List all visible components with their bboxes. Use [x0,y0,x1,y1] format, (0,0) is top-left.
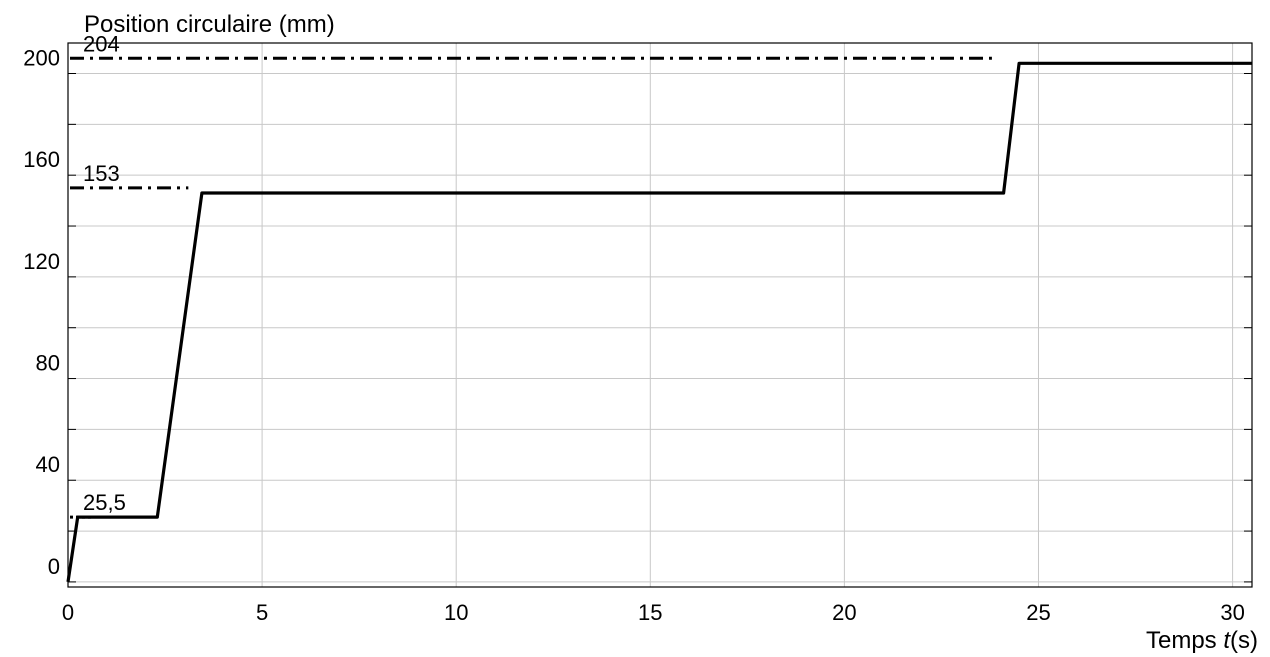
reference-label: 25,5 [83,490,126,515]
reference-label: 153 [83,161,120,186]
y-axis-title: Position circulaire (mm) [84,11,335,38]
x-tick-label: 15 [638,600,662,625]
plot-frame [67,42,1253,588]
x-tick-label: 0 [62,600,74,625]
grid-lines [68,43,1252,587]
x-tick-label: 20 [832,600,856,625]
x-tick-labels: 0 5 10 15 20 25 30 [62,600,1245,625]
y-tick-label: 120 [23,249,60,274]
reference-lines: 25,5 153 204 [70,31,992,519]
y-tick-label: 80 [36,351,60,376]
position-series-line [66,61,1252,583]
x-tick-label: 10 [444,600,468,625]
reference-label: 204 [83,31,120,56]
x-axis-title: Temps t(s) [1146,627,1258,654]
y-tick-label: 40 [36,452,60,477]
y-tick-label: 0 [48,554,60,579]
x-tick-label: 30 [1220,600,1244,625]
x-tick-label: 25 [1026,600,1050,625]
y-tick-label: 160 [23,147,60,172]
y-tick-label: 200 [23,46,60,71]
y-tick-labels: 0 40 80 120 160 200 [23,46,60,579]
x-tick-label: 5 [256,600,268,625]
